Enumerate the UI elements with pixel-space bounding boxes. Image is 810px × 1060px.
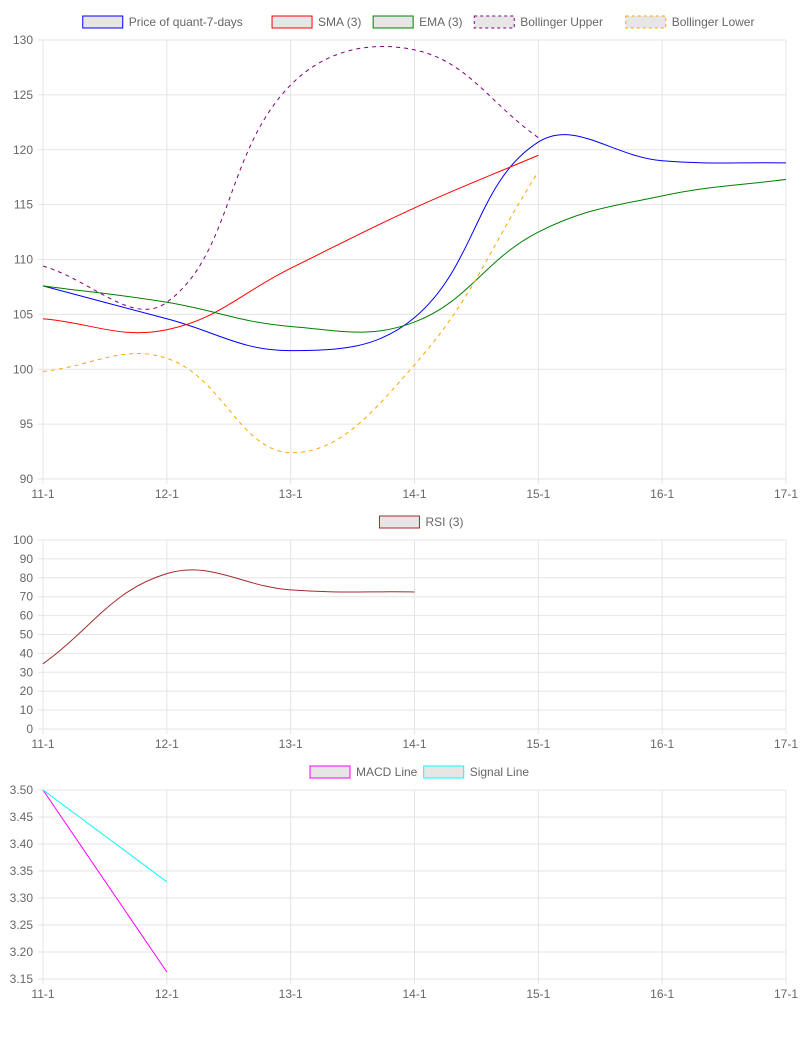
series-line-bollinger-lower	[42, 171, 539, 454]
y-tick-label: 3.50	[10, 783, 34, 797]
legend-swatch	[625, 15, 667, 29]
series-line-rsi-3	[42, 569, 415, 665]
y-tick-label: 100	[13, 533, 33, 547]
y-tick-label: 40	[20, 646, 34, 660]
macd-chart: 3.15 3.20 3.25 3.30 3.35 3.40 3.45 3.50 11-1 12-1…	[10, 765, 799, 1001]
y-tick-label: 3.35	[10, 864, 34, 878]
series-line-macd-line	[42, 789, 168, 973]
series-line-ema-3	[42, 178, 787, 333]
x-tick-label: 11-1	[31, 487, 54, 501]
x-tick-label: 14-1	[402, 987, 426, 1001]
x-tick-label: 14-1	[402, 737, 426, 751]
y-tick-label: 130	[13, 33, 33, 47]
series-line-bollinger-upper	[42, 45, 539, 310]
legend[interactable]: MACD Line Signal Line	[309, 765, 530, 779]
x-tick-label: 12-1	[155, 737, 179, 751]
x-tick-label: 14-1	[402, 487, 426, 501]
x-tick-label: 15-1	[526, 487, 550, 501]
y-tick-label: 3.15	[10, 972, 34, 986]
x-tick-label: 17-1	[774, 487, 798, 501]
x-tick-label: 16-1	[650, 487, 674, 501]
y-tick-label: 0	[26, 722, 33, 736]
y-tick-label: 95	[20, 417, 34, 431]
legend-item-signal-line[interactable]: Signal Line	[423, 765, 530, 779]
y-tick-label: 80	[20, 571, 34, 585]
y-tick-label: 3.45	[10, 810, 34, 824]
y-tick-label: 90	[20, 552, 34, 566]
y-tick-label: 90	[20, 472, 34, 486]
x-tick-label: 15-1	[526, 737, 550, 751]
grid	[38, 789, 787, 984]
legend-swatch	[82, 15, 124, 29]
x-tick-label: 12-1	[155, 987, 179, 1001]
y-tick-label: 20	[20, 684, 34, 698]
y-tick-label: 60	[20, 609, 34, 623]
y-tick-label: 120	[13, 143, 33, 157]
x-tick-label: 12-1	[155, 487, 179, 501]
x-tick-label: 16-1	[650, 987, 674, 1001]
legend[interactable]: RSI (3)	[378, 515, 463, 529]
y-tick-label: 3.25	[10, 918, 34, 932]
x-tick-label: 11-1	[31, 987, 54, 1001]
x-tick-label: 17-1	[774, 987, 798, 1001]
legend-label: SMA (3)	[318, 15, 361, 29]
grid	[38, 539, 787, 734]
legend-label: Bollinger Lower	[672, 15, 755, 29]
x-tick-label: 13-1	[279, 987, 303, 1001]
y-tick-label: 3.30	[10, 891, 34, 905]
legend-label: EMA (3)	[419, 15, 462, 29]
legend-swatch	[372, 15, 414, 29]
legend-label: Bollinger Upper	[520, 15, 603, 29]
x-tick-label: 16-1	[650, 737, 674, 751]
x-tick-label: 13-1	[279, 737, 303, 751]
legend-label: RSI (3)	[425, 515, 463, 529]
legend-swatch	[378, 515, 420, 529]
y-tick-label: 115	[14, 198, 33, 212]
y-tick-label: 110	[14, 253, 33, 267]
price-chart: 90 95 100 105 110 115 120 125 130 11-1 12-1 13-1 14-…	[13, 15, 798, 501]
grid	[38, 39, 787, 484]
legend-item-bollinger-lower[interactable]: Bollinger Lower	[625, 15, 755, 29]
legend-item-price-of-quant-7-days[interactable]: Price of quant-7-days	[82, 15, 243, 29]
x-tick-label: 13-1	[279, 487, 303, 501]
x-tick-label: 15-1	[526, 987, 550, 1001]
legend-item-bollinger-upper[interactable]: Bollinger Upper	[473, 15, 603, 29]
y-tick-label: 105	[13, 307, 33, 321]
y-tick-label: 125	[13, 88, 33, 102]
y-tick-label: 10	[20, 703, 34, 717]
legend-swatch	[423, 765, 465, 779]
legend-swatch	[473, 15, 515, 29]
legend-swatch	[309, 765, 351, 779]
y-tick-label: 3.40	[10, 837, 34, 851]
x-tick-label: 17-1	[774, 737, 798, 751]
legend-item-rsi-3[interactable]: RSI (3)	[378, 515, 463, 529]
y-tick-label: 3.20	[10, 945, 34, 959]
legend[interactable]: Price of quant-7-days SMA (3) EMA (3) Bolli…	[82, 15, 755, 29]
legend-item-macd-line[interactable]: MACD Line	[309, 765, 418, 779]
legend-label: MACD Line	[356, 765, 418, 779]
legend-label: Price of quant-7-days	[129, 15, 243, 29]
x-tick-label: 11-1	[31, 737, 54, 751]
legend-swatch	[271, 15, 313, 29]
legend-item-sma-3[interactable]: SMA (3)	[271, 15, 361, 29]
series-line-price-of-quant-7-days	[42, 134, 787, 352]
y-tick-label: 50	[20, 628, 34, 642]
y-tick-label: 70	[20, 590, 34, 604]
y-tick-label: 100	[13, 362, 33, 376]
series-line-sma-3	[42, 154, 539, 334]
legend-item-ema-3[interactable]: EMA (3)	[372, 15, 462, 29]
legend-label: Signal Line	[470, 765, 530, 779]
series-line-signal-line	[42, 789, 168, 883]
y-tick-label: 30	[20, 665, 34, 679]
rsi-chart: 0 10 20 30 40 50 60 70 80 90 100 11-1 12-1 13-1 14-1 15…	[13, 515, 798, 751]
